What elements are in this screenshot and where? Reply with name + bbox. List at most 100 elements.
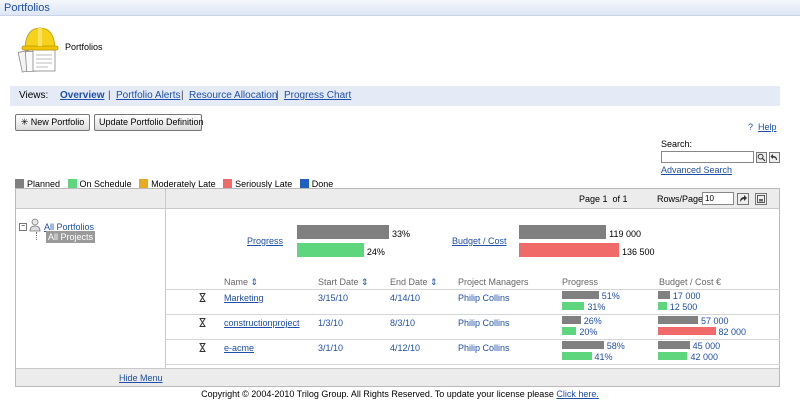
row-separator (166, 364, 780, 365)
budget-planned-bar (658, 291, 670, 299)
column-header-start-date[interactable]: Start Date ⇕ (318, 277, 369, 287)
update-portfolio-definition-button[interactable]: Update Portfolio Definition (94, 114, 204, 131)
panel-bottom-bar (16, 368, 779, 386)
project-name-link[interactable]: e-acme (224, 343, 255, 353)
portfolio-person-icon (29, 218, 41, 232)
budget-actual-bar (658, 352, 688, 360)
column-header-project-managers: Project Managers (458, 277, 529, 287)
sort-updown-icon: ⇕ (361, 277, 369, 287)
project-start-date: 3/15/10 (318, 293, 349, 303)
view-resource-allocation-link[interactable]: Resource Allocation (189, 90, 278, 101)
search-input[interactable] (661, 151, 754, 163)
summary-budget-link[interactable]: Budget / Cost (452, 236, 507, 246)
new-portfolio-label: New Portfolio (30, 117, 85, 127)
progress-actual-value: 31% (587, 302, 606, 312)
sort-updown-icon: ⇕ (250, 277, 259, 287)
export-icon[interactable] (755, 193, 767, 205)
column-header-name[interactable]: Name ⇕ (224, 277, 259, 287)
progress-actual-bar (562, 352, 592, 360)
tree-toggle[interactable]: − (19, 223, 27, 231)
budget-planned-value: 17 000 (672, 291, 701, 301)
summary-progress-planned-bar (297, 225, 389, 239)
tree-all-portfolios[interactable]: All Portfolios (44, 222, 95, 232)
advanced-search-link[interactable]: Advanced Search (661, 165, 733, 175)
summary-budget-actual-bar (519, 243, 619, 257)
budget-actual-value: 12 500 (669, 302, 698, 312)
view-portfolio-alerts-link[interactable]: Portfolio Alerts (116, 90, 181, 101)
project-start-date: 1/3/10 (318, 318, 344, 328)
rows-per-page-input[interactable] (702, 192, 734, 205)
legend-swatch (299, 178, 309, 188)
project-manager: Philip Collins (458, 318, 510, 328)
summary-progress-actual-bar (297, 243, 364, 257)
project-name-link[interactable]: Marketing (224, 293, 264, 303)
progress-planned-bar (562, 341, 604, 349)
view-progress-chart-link[interactable]: Progress Chart (284, 90, 352, 101)
summary-budget-planned-bar (519, 225, 607, 239)
back-arrow-icon[interactable] (769, 152, 780, 163)
progress-planned-bar (562, 316, 581, 324)
question-icon[interactable]: ? (748, 122, 754, 132)
legend-label: Seriously Late (235, 178, 293, 189)
portfolio-panel (15, 188, 780, 387)
hide-menu-link[interactable]: Hide Menu (119, 373, 163, 383)
views-label: Views: (19, 90, 49, 101)
status-legend: Planned On Schedule Moderately Late Seri… (15, 178, 338, 189)
tree-all-projects[interactable]: All Projects (46, 231, 96, 243)
column-header-progress: Progress (562, 277, 599, 287)
legend-swatch (15, 178, 24, 188)
summary-progress-link[interactable]: Progress (247, 236, 284, 246)
progress-planned-value: 26% (583, 316, 602, 326)
project-end-date: 8/3/10 (390, 318, 416, 328)
legend-label: Planned (27, 178, 61, 189)
hardhat-documents-icon (18, 27, 59, 73)
hourglass-icon (199, 318, 206, 327)
window-titlebar: Portfolios (0, 0, 800, 16)
footer: Copyright © 2004-2010 Trilog Group. All … (0, 389, 800, 399)
search-label: Search: (661, 139, 693, 149)
legend-item-on-schedule: On Schedule (67, 178, 132, 189)
legend-label: Moderately Late (151, 178, 216, 189)
magnifier-icon[interactable] (756, 152, 767, 163)
project-start-date: 3/1/10 (318, 343, 344, 353)
arrow-go-icon[interactable] (737, 193, 749, 205)
project-name-link[interactable]: constructionproject (224, 318, 300, 328)
panel-divider (165, 189, 166, 386)
views-bar: Views: Overview | Portfolio Alerts | Res… (10, 86, 780, 106)
window-title: Portfolios (4, 2, 50, 14)
view-overview-link[interactable]: Overview (60, 90, 105, 101)
sort-updown-icon: ⇕ (430, 277, 438, 287)
new-portfolio-button[interactable]: ✳ New Portfolio (15, 114, 90, 131)
progress-actual-bar (562, 302, 585, 310)
budget-planned-value: 45 000 (692, 341, 721, 351)
views-separator: | (181, 90, 184, 101)
budget-actual-bar (658, 327, 716, 335)
row-separator (166, 314, 780, 315)
hourglass-icon (199, 343, 206, 352)
row-separator (166, 289, 780, 290)
summary-progress-actual-value: 24% (366, 247, 385, 257)
project-manager: Philip Collins (458, 343, 510, 353)
legend-item-done: Done (299, 178, 333, 189)
column-header-end-date[interactable]: End Date ⇕ (390, 277, 438, 287)
tree-header (16, 189, 166, 209)
pager-bar (166, 189, 779, 209)
summary-budget-planned-value: 119 000 (609, 229, 642, 239)
budget-actual-value: 82 000 (718, 327, 747, 337)
column-header-budget-cost: Budget / Cost € (659, 277, 722, 287)
budget-planned-bar (658, 316, 698, 324)
rows-per-page-label: Rows/Page: (657, 194, 706, 204)
project-end-date: 4/12/10 (390, 343, 421, 353)
summary-budget-actual-value: 136 500 (622, 247, 655, 257)
help-link[interactable]: Help (758, 122, 777, 132)
budget-actual-value: 42 000 (690, 352, 718, 362)
budget-planned-bar (658, 341, 690, 349)
legend-swatch (67, 178, 77, 188)
progress-planned-value: 58% (606, 341, 625, 351)
legend-swatch (223, 178, 233, 188)
legend-item-moderately-late: Moderately Late (139, 178, 216, 189)
license-link[interactable]: Click here. (556, 389, 599, 399)
asterisk-icon: ✳ (20, 117, 29, 127)
legend-swatch (139, 178, 149, 188)
project-manager: Philip Collins (458, 293, 510, 303)
